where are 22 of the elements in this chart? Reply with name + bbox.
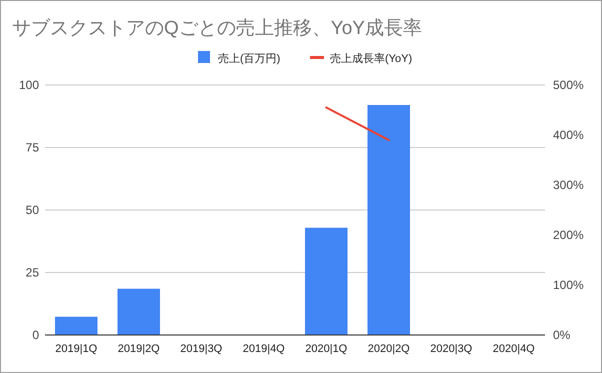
y-tick-label: 0: [32, 328, 40, 342]
x-tick-label: 2019|4Q: [242, 343, 286, 355]
chart-title: サブスクストアのQごとの売上推移、YoY成長率: [12, 17, 422, 39]
legend-label: 売上成長率(YoY): [330, 52, 412, 65]
y2-tick-label: 500%: [553, 78, 584, 92]
x-tick-label: 2019|3Q: [180, 343, 223, 355]
y-tick-label: 50: [26, 203, 40, 217]
x-tick-label: 2020|3Q: [430, 343, 473, 355]
y2-tick-label: 300%: [553, 178, 584, 192]
x-tick-label: 2019|2Q: [118, 343, 160, 355]
y-tick-label: 75: [26, 140, 40, 154]
x-tick-label: 2020|1Q: [305, 343, 348, 355]
x-tick-label: 2020|2Q: [368, 343, 410, 355]
y2-tick-label: 100%: [553, 278, 584, 292]
x-tick-label: 2019|1Q: [55, 343, 98, 355]
y2-tick-label: 400%: [553, 128, 584, 142]
legend-label: 売上(百万円): [218, 52, 280, 65]
y2-tick-label: 0%: [553, 328, 571, 342]
y2-tick-label: 200%: [553, 228, 584, 242]
x-tick-label: 2020|4Q: [492, 343, 536, 355]
y-tick-label: 25: [26, 266, 40, 280]
y-tick-label: 100: [18, 78, 40, 92]
